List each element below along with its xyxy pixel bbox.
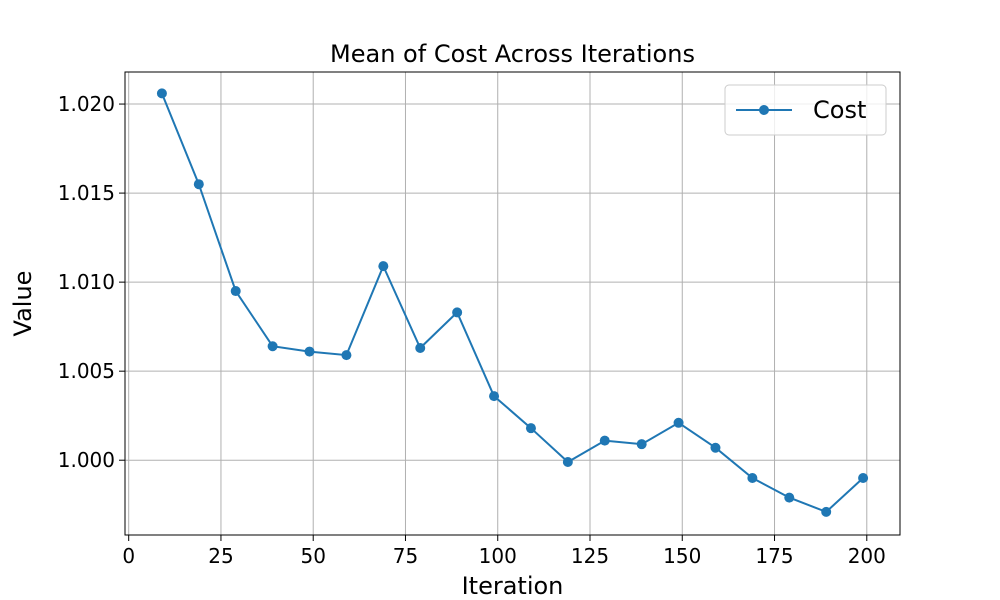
plot-frame <box>124 71 901 536</box>
data-point <box>415 343 426 354</box>
data-point <box>452 307 463 318</box>
axis-ticks: 0 25 50 75 100 125 150 175 200 1.000 1.005 1.010 1.0… <box>58 92 886 568</box>
data-point <box>267 341 278 352</box>
y-tick-label: 1.010 <box>58 270 115 294</box>
x-tick-label: 200 <box>848 544 886 568</box>
x-axis-label: Iteration <box>462 572 564 600</box>
series-layer <box>156 88 869 517</box>
data-point <box>378 261 389 272</box>
y-tick-label: 1.015 <box>58 181 115 205</box>
y-tick-label: 1.020 <box>58 92 115 116</box>
series-line-cost <box>160 93 864 514</box>
data-point <box>230 286 241 297</box>
x-tick-label: 100 <box>479 544 517 568</box>
data-point <box>784 492 795 503</box>
data-point <box>193 179 204 190</box>
x-tick-label: 50 <box>300 544 325 568</box>
data-point <box>599 435 610 446</box>
data-point <box>858 473 869 484</box>
data-point <box>489 391 500 402</box>
x-tick-label: 75 <box>393 544 418 568</box>
data-point <box>673 417 684 428</box>
legend-marker-cost <box>759 105 769 115</box>
data-point <box>562 456 573 467</box>
data-point <box>710 442 721 453</box>
data-point <box>525 423 536 434</box>
x-tick-label: 150 <box>663 544 701 568</box>
grid-lines <box>125 72 900 535</box>
x-tick-label: 175 <box>755 544 793 568</box>
data-point <box>304 346 315 357</box>
legend-label-cost: Cost <box>813 96 866 124</box>
y-axis-label: Value <box>9 271 37 337</box>
y-tick-label: 1.005 <box>58 359 115 383</box>
legend: Cost <box>724 84 887 136</box>
data-point <box>636 439 647 450</box>
data-point <box>821 506 832 517</box>
chart-title: Mean of Cost Across Iterations <box>330 40 695 68</box>
y-tick-label: 1.000 <box>58 448 115 472</box>
data-point <box>341 350 352 361</box>
x-tick-label: 0 <box>122 544 135 568</box>
x-tick-label: 25 <box>208 544 233 568</box>
x-tick-label: 125 <box>571 544 609 568</box>
data-point <box>156 88 167 99</box>
legend-box <box>724 84 887 136</box>
data-point <box>747 473 758 484</box>
